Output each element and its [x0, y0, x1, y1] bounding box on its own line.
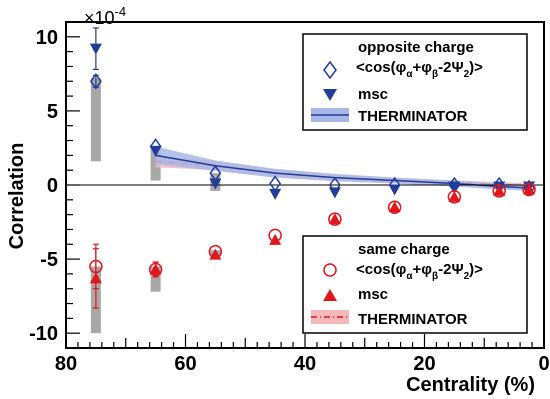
x-tick-label: 60	[174, 353, 196, 375]
data-point-triangle-down	[149, 145, 162, 157]
systematic-box	[150, 266, 161, 292]
data-point-triangle-up	[209, 248, 222, 260]
y-tick-label: 5	[47, 101, 58, 123]
legend-opposite-msc-label: msc	[358, 86, 388, 103]
data-point-triangle-down	[328, 187, 341, 199]
y-tick-label: -5	[40, 249, 58, 271]
systematic-box	[90, 78, 101, 162]
therminator-band-layer	[155, 146, 530, 191]
x-tick-label: 0	[538, 353, 549, 375]
x-tick-label: 80	[55, 353, 77, 375]
series-triangle-up	[89, 183, 536, 309]
axis-ticks: 10 5 0 -5 -10 80 60 40 20 0	[29, 21, 550, 375]
therminator-opposite-line	[155, 154, 530, 189]
legend-same-title: same charge	[358, 241, 450, 258]
therminator-opposite-band	[155, 146, 530, 191]
legend-same-expression: <cos(φα+φβ-2Ψ2)>	[356, 261, 483, 282]
legend-opposite-msc-marker	[323, 89, 337, 101]
y-exponent-label: ×10-4	[84, 4, 126, 28]
data-point-triangle-up	[89, 272, 102, 284]
legend-opposite-diamond-marker	[323, 60, 337, 80]
legend-same-therminator-label: THERMINATOR	[358, 311, 468, 328]
legend-same-circle-marker	[323, 263, 337, 277]
y-tick-label: -10	[29, 323, 58, 345]
legend-opposite: opposite charge <cos(φα+φβ-2Ψ2)> msc THE…	[302, 33, 528, 131]
legend-opposite-therminator-label: THERMINATOR	[358, 108, 468, 125]
data-point-diamond	[269, 175, 282, 192]
legend-same-msc-marker	[323, 289, 337, 301]
data-point-triangle-down	[388, 184, 401, 196]
data-point-triangle-up	[448, 190, 461, 202]
legend-opposite-expression: <cos(φα+φβ-2Ψ2)>	[356, 59, 483, 80]
data-point-triangle-up	[388, 201, 401, 213]
legend-same-msc-label: msc	[358, 286, 388, 303]
y-tick-label: 0	[47, 175, 58, 197]
y-tick-label: 10	[36, 27, 58, 49]
data-point-triangle-up	[269, 233, 282, 245]
data-point-triangle-down	[448, 181, 461, 193]
x-tick-label: 40	[294, 353, 316, 375]
data-point-triangle-down	[269, 188, 282, 200]
data-point-triangle-down	[89, 43, 102, 55]
x-tick-label: 20	[413, 353, 435, 375]
legend-opposite-title: opposite charge	[358, 39, 474, 56]
data-point-diamond	[89, 72, 102, 90]
systematic-uncertainty-layer	[90, 78, 221, 334]
legend-same: same charge <cos(φα+φβ-2Ψ2)> msc THERMIN…	[302, 235, 528, 334]
y-axis-title: Correlation	[6, 143, 28, 250]
data-point-triangle-up	[523, 183, 536, 195]
data-point-triangle-up	[493, 184, 506, 196]
x-axis-title: Centrality (%)	[406, 374, 535, 396]
data-point-triangle-up	[149, 263, 162, 275]
data-point-triangle-up	[328, 213, 341, 225]
series-layer	[89, 27, 536, 309]
data-point-triangle-down	[209, 178, 222, 190]
